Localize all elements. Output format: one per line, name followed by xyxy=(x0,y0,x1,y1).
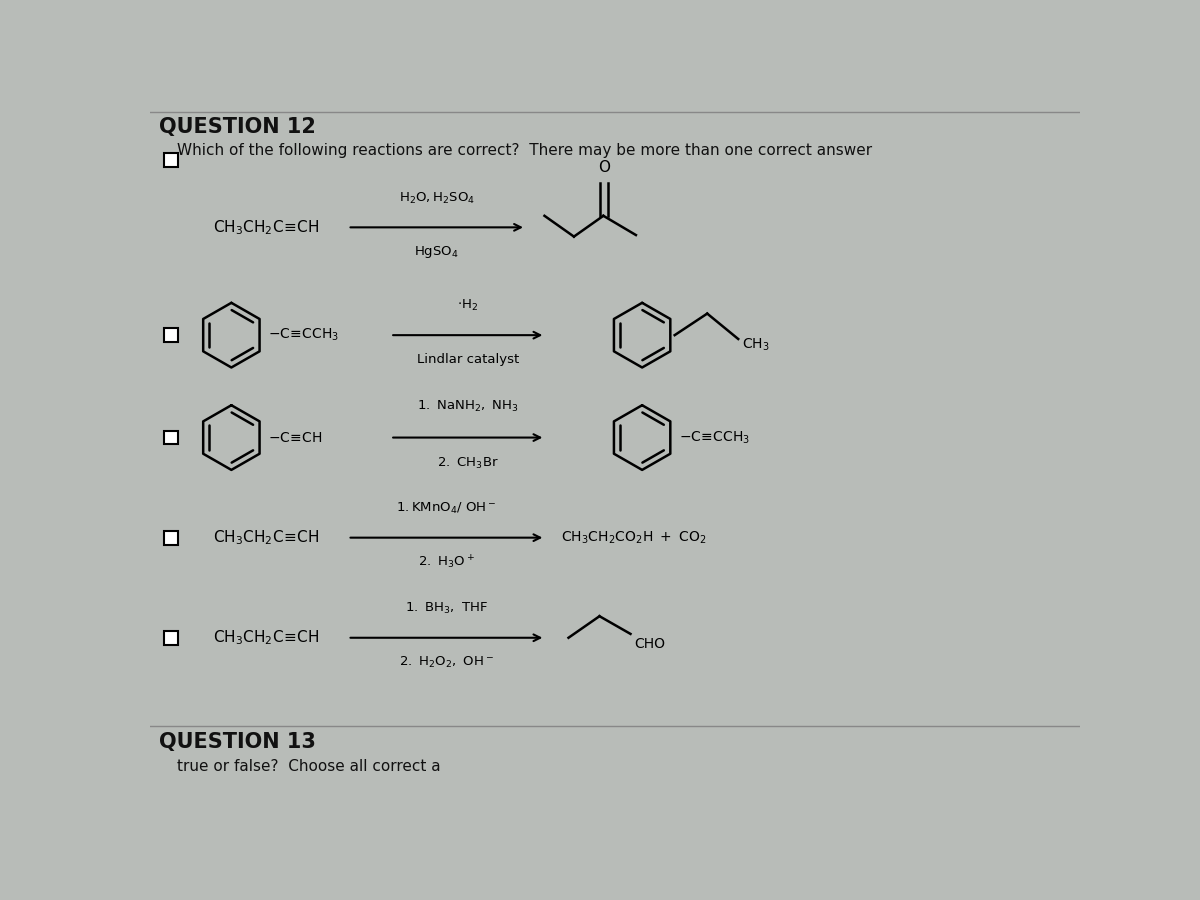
Text: $\mathregular{1.\ NaNH_2,\ NH_3}$: $\mathregular{1.\ NaNH_2,\ NH_3}$ xyxy=(416,400,518,414)
Text: true or false?  Choose all correct a: true or false? Choose all correct a xyxy=(178,759,440,774)
Text: QUESTION 13: QUESTION 13 xyxy=(160,732,316,752)
Bar xyxy=(164,531,178,544)
Text: $\mathregular{1.\ BH_3,\ THF}$: $\mathregular{1.\ BH_3,\ THF}$ xyxy=(404,601,487,616)
Bar xyxy=(164,631,178,644)
Text: CHO: CHO xyxy=(635,637,665,651)
Text: $\mathregular{2.\ CH_3Br}$: $\mathregular{2.\ CH_3Br}$ xyxy=(437,455,499,471)
Text: $\mathregular{2.\ H_2O_2,\ OH^-}$: $\mathregular{2.\ H_2O_2,\ OH^-}$ xyxy=(398,655,493,670)
Text: QUESTION 12: QUESTION 12 xyxy=(160,117,316,137)
Text: $\mathregular{-C\!\equiv\!CCH_3}$: $\mathregular{-C\!\equiv\!CCH_3}$ xyxy=(268,327,338,344)
Text: $\mathregular{2.\ H_3O^+}$: $\mathregular{2.\ H_3O^+}$ xyxy=(418,554,474,571)
Text: $\mathregular{CH_3CH_2C\!\equiv\!CH}$: $\mathregular{CH_3CH_2C\!\equiv\!CH}$ xyxy=(214,528,319,547)
Bar xyxy=(164,328,178,342)
Text: $\mathregular{1.KMnO_4/\ OH^-}$: $\mathregular{1.KMnO_4/\ OH^-}$ xyxy=(396,500,497,516)
Text: $\mathregular{-C\!\equiv\!CCH_3}$: $\mathregular{-C\!\equiv\!CCH_3}$ xyxy=(678,429,750,445)
Text: Lindlar catalyst: Lindlar catalyst xyxy=(416,354,518,366)
Text: $\mathregular{CH_3}$: $\mathregular{CH_3}$ xyxy=(742,337,769,353)
Text: $\mathregular{\cdot H_2}$: $\mathregular{\cdot H_2}$ xyxy=(457,298,479,313)
Text: O: O xyxy=(598,160,610,175)
Text: $\mathregular{-C\!\equiv\!CH}$: $\mathregular{-C\!\equiv\!CH}$ xyxy=(268,430,323,445)
Text: $\mathregular{H_2O,H_2SO_4}$: $\mathregular{H_2O,H_2SO_4}$ xyxy=(398,191,475,205)
Text: $\mathregular{CH_3CH_2C\!\equiv\!CH}$: $\mathregular{CH_3CH_2C\!\equiv\!CH}$ xyxy=(214,218,319,237)
Bar xyxy=(164,153,178,167)
Text: Which of the following reactions are correct?  There may be more than one correc: Which of the following reactions are cor… xyxy=(178,142,872,157)
Text: $\mathregular{CH_3CH_2C\!\equiv\!CH}$: $\mathregular{CH_3CH_2C\!\equiv\!CH}$ xyxy=(214,628,319,647)
Bar xyxy=(164,430,178,445)
Text: $\mathregular{HgSO_4}$: $\mathregular{HgSO_4}$ xyxy=(414,244,460,260)
Text: $\mathregular{CH_3CH_2CO_2H\ +\ CO_2}$: $\mathregular{CH_3CH_2CO_2H\ +\ CO_2}$ xyxy=(560,529,707,546)
